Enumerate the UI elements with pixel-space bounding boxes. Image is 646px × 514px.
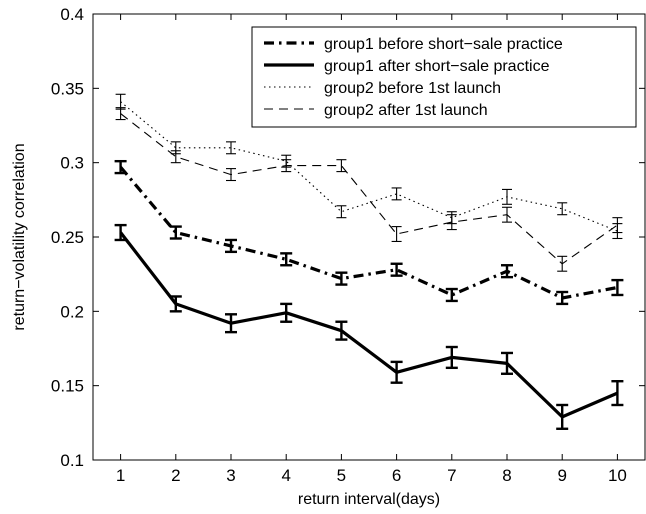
series-2 (114, 223, 624, 430)
series-2-errorbar (280, 302, 293, 323)
series-4-errorbar (502, 206, 512, 223)
legend: group1 before short−sale practice group1 … (251, 26, 637, 128)
series-4-errorbar (226, 168, 236, 182)
series-2-errorbar (611, 380, 624, 407)
x-tick-label: 9 (557, 466, 566, 485)
series-2-errorbar (501, 351, 513, 375)
series-1-errorbar (390, 262, 403, 277)
x-tick-label: 3 (226, 466, 235, 485)
series-1-errorbar (611, 278, 624, 297)
series-4-errorbar (612, 217, 623, 234)
series-layer (114, 93, 624, 430)
legend-entry-4: group2 after 1st launch (264, 102, 488, 119)
series-1-errorbar (225, 238, 237, 254)
y-tick-label: 0.1 (60, 451, 84, 470)
series-2-line (119, 231, 619, 419)
series-1-errorbar (335, 271, 348, 286)
series-1-errorbar (169, 225, 182, 240)
series-4-errorbar (446, 214, 457, 231)
series-1-errorbar (501, 264, 513, 279)
series-2-errorbar (556, 403, 569, 430)
legend-label: group1 after short−sale practice (324, 58, 550, 75)
series-1 (114, 159, 624, 306)
y-axis-label: return−volatility correlation (11, 143, 28, 330)
x-tick-label: 8 (502, 466, 511, 485)
series-1-errorbar (114, 159, 127, 175)
x-tick-label: 6 (392, 466, 401, 485)
series-2-errorbar (114, 223, 127, 242)
series-1-errorbar (445, 287, 458, 303)
x-tick-label: 5 (337, 466, 346, 485)
legend-label: group2 before 1st launch (324, 80, 501, 97)
legend-entry-3: group2 before 1st launch (264, 80, 501, 97)
y-tick-label: 0.4 (60, 5, 84, 24)
legend-box (251, 26, 637, 128)
series-3-errorbar (115, 93, 126, 110)
x-tick-label: 10 (608, 466, 627, 485)
legend-label: group2 after 1st launch (324, 102, 488, 119)
x-tick-label: 4 (281, 466, 290, 485)
series-3-errorbar (502, 188, 512, 205)
series-3-errorbar (391, 187, 402, 201)
series-1-line (119, 166, 618, 300)
series-1-errorbar (280, 252, 293, 267)
y-tick-label: 0.15 (51, 377, 84, 396)
series-4-errorbar (557, 255, 568, 272)
legend-label: group1 before short−sale practice (324, 36, 563, 53)
series-3-errorbar (557, 202, 568, 216)
x-tick-label: 7 (447, 466, 456, 485)
series-4-errorbar (336, 159, 347, 173)
series-4-errorbar (115, 107, 126, 121)
series-4-errorbar (391, 226, 402, 243)
y-tick-label: 0.35 (51, 79, 84, 98)
tick-labels-layer: 1 2 3 4 5 6 7 8 9 10 0.1 0.15 0.2 0.25 0.3 0.35 0.4 (51, 5, 627, 485)
series-4-errorbar (281, 159, 292, 173)
x-tick-label: 2 (171, 466, 180, 485)
y-tick-label: 0.2 (60, 302, 84, 321)
series-3-errorbar (226, 141, 236, 155)
axes-layer (92, 13, 646, 461)
legend-entry-1: group1 before short−sale practice (264, 36, 563, 53)
series-1-errorbar (556, 290, 569, 306)
series-3-errorbar (336, 205, 347, 219)
series-4-errorbar (170, 150, 181, 164)
series-2-errorbar (335, 320, 348, 341)
y-tick-label: 0.3 (60, 154, 84, 173)
series-4-line (120, 113, 618, 265)
series-2-errorbar (225, 313, 237, 334)
series-4 (115, 107, 623, 272)
y-tick-label: 0.25 (51, 228, 84, 247)
x-tick-label: 1 (116, 466, 125, 485)
series-2-errorbar (169, 295, 182, 313)
legend-entry-2: group1 after short−sale practice (264, 58, 550, 75)
series-2-errorbar (390, 360, 403, 384)
series-2-errorbar (445, 345, 458, 370)
x-axis-label: return interval(days) (298, 491, 440, 508)
